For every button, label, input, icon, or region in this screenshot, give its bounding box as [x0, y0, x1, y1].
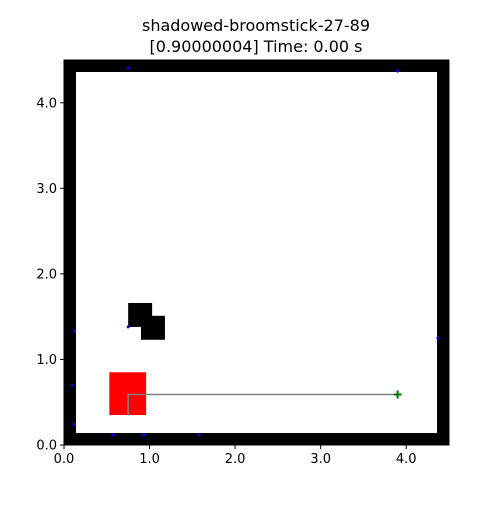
sample-point-8 — [111, 433, 115, 437]
plot-title-line-1: shadowed-broomstick-27-89 — [142, 16, 370, 35]
wall-top — [64, 60, 449, 72]
axes-frame — [63, 59, 450, 446]
sample-point-5 — [436, 336, 440, 340]
y-tick-label: 0.0 — [36, 439, 57, 454]
sample-point-3 — [72, 329, 76, 333]
sample-point-4 — [126, 325, 130, 329]
goal-marker — [393, 390, 402, 399]
planned-path — [127, 393, 398, 416]
x-tick-label: 3.0 — [310, 452, 331, 467]
sample-point-7 — [72, 422, 76, 426]
sample-point-1 — [126, 67, 130, 71]
wall-bottom — [64, 433, 449, 445]
obstacle-2 — [141, 315, 165, 340]
sample-point-6 — [71, 383, 75, 387]
wall-left — [64, 60, 76, 445]
map-content — [64, 60, 449, 445]
sample-point-2 — [396, 69, 400, 73]
sample-point-10 — [197, 433, 201, 437]
x-tick-label: 2.0 — [225, 452, 246, 467]
sample-point-9 — [142, 433, 146, 437]
x-tick-label: 4.0 — [396, 452, 417, 467]
y-tick-label: 1.0 — [36, 353, 57, 368]
plot-title-line-2: [0.90000004] Time: 0.00 s — [150, 37, 363, 56]
x-tick-label: 1.0 — [139, 452, 160, 467]
plot-axes: 0.0 1.0 2.0 3.0 4.0 0.0 1.0 2.0 3.0 4.0 — [36, 59, 450, 467]
y-tick-label: 3.0 — [36, 182, 57, 197]
y-tick-label: 2.0 — [36, 267, 57, 282]
x-tick-label: 0.0 — [54, 452, 75, 467]
y-tick-label: 4.0 — [36, 96, 57, 111]
wall-right — [437, 60, 449, 445]
